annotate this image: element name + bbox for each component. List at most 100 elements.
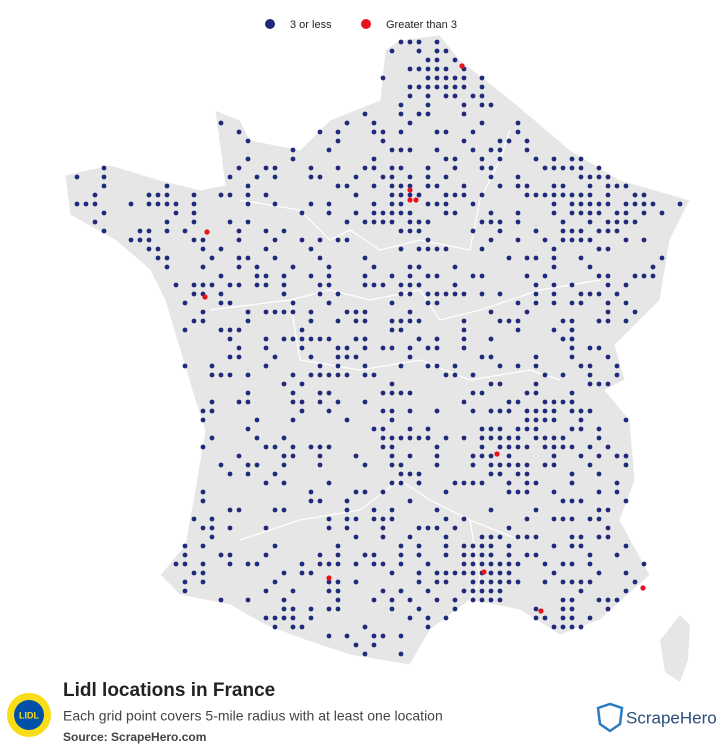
location-dot bbox=[515, 183, 521, 189]
location-dot bbox=[461, 588, 467, 594]
location-dot bbox=[353, 309, 359, 315]
location-dot bbox=[533, 408, 539, 414]
location-dot bbox=[569, 327, 575, 333]
source: Source: ScrapeHero.com bbox=[63, 730, 206, 744]
location-dot bbox=[479, 246, 485, 252]
location-dot bbox=[587, 462, 593, 468]
location-dot bbox=[200, 579, 206, 585]
location-dot bbox=[479, 192, 485, 198]
location-dot bbox=[533, 507, 539, 513]
location-dot bbox=[560, 597, 566, 603]
location-dot bbox=[578, 588, 584, 594]
location-dot bbox=[362, 345, 368, 351]
location-dot bbox=[578, 417, 584, 423]
location-dot bbox=[479, 165, 485, 171]
location-dot bbox=[362, 282, 368, 288]
location-dot bbox=[263, 273, 269, 279]
location-dot bbox=[497, 228, 503, 234]
location-dot bbox=[596, 516, 602, 522]
location-dot bbox=[281, 435, 287, 441]
location-dot bbox=[569, 156, 575, 162]
location-dot bbox=[515, 219, 521, 225]
location-dot bbox=[425, 363, 431, 369]
location-dot bbox=[506, 138, 512, 144]
location-dot bbox=[569, 606, 575, 612]
logo-inner bbox=[14, 700, 44, 730]
location-dot bbox=[353, 579, 359, 585]
location-dot bbox=[452, 210, 458, 216]
location-dot bbox=[524, 417, 530, 423]
location-dot bbox=[326, 390, 332, 396]
location-dot bbox=[524, 552, 530, 558]
location-dot bbox=[497, 183, 503, 189]
location-dot bbox=[407, 534, 413, 540]
location-dot bbox=[605, 606, 611, 612]
location-dot bbox=[596, 174, 602, 180]
location-dot bbox=[245, 561, 251, 567]
location-dot bbox=[281, 453, 287, 459]
location-dot bbox=[407, 453, 413, 459]
location-dot bbox=[353, 489, 359, 495]
location-dot bbox=[578, 165, 584, 171]
location-dot bbox=[299, 210, 305, 216]
location-dot bbox=[308, 201, 314, 207]
location-dot bbox=[290, 417, 296, 423]
location-dot bbox=[218, 462, 224, 468]
location-dot bbox=[326, 588, 332, 594]
location-dot bbox=[200, 543, 206, 549]
location-dot bbox=[605, 273, 611, 279]
location-dot bbox=[461, 561, 467, 567]
location-dot bbox=[236, 453, 242, 459]
location-dot bbox=[362, 255, 368, 261]
location-dot bbox=[236, 327, 242, 333]
location-dot bbox=[128, 201, 134, 207]
location-dot bbox=[623, 588, 629, 594]
location-dot bbox=[641, 237, 647, 243]
location-dot bbox=[461, 138, 467, 144]
location-dot bbox=[299, 336, 305, 342]
location-dot bbox=[209, 534, 215, 540]
location-dot-high bbox=[407, 187, 413, 193]
location-dot bbox=[362, 309, 368, 315]
location-dot bbox=[515, 327, 521, 333]
location-dot bbox=[605, 228, 611, 234]
location-dot bbox=[596, 210, 602, 216]
location-dot bbox=[92, 192, 98, 198]
location-dot bbox=[605, 309, 611, 315]
location-dot bbox=[353, 210, 359, 216]
location-dot bbox=[389, 606, 395, 612]
location-dot bbox=[569, 579, 575, 585]
location-dot bbox=[209, 363, 215, 369]
location-dot bbox=[380, 516, 386, 522]
location-dot bbox=[542, 237, 548, 243]
location-dot bbox=[614, 372, 620, 378]
location-dot bbox=[614, 552, 620, 558]
location-dot bbox=[479, 579, 485, 585]
location-dot bbox=[560, 516, 566, 522]
location-dot bbox=[569, 597, 575, 603]
location-dot bbox=[191, 282, 197, 288]
location-dot bbox=[335, 237, 341, 243]
location-dot bbox=[596, 273, 602, 279]
location-dot bbox=[380, 534, 386, 540]
location-dot bbox=[587, 615, 593, 621]
location-dot bbox=[434, 408, 440, 414]
location-dot bbox=[587, 201, 593, 207]
location-dot bbox=[218, 273, 224, 279]
location-dot bbox=[398, 543, 404, 549]
location-dot bbox=[569, 471, 575, 477]
location-dot bbox=[389, 435, 395, 441]
location-dot bbox=[416, 219, 422, 225]
location-dot bbox=[470, 480, 476, 486]
location-dot bbox=[317, 561, 323, 567]
location-dot bbox=[515, 120, 521, 126]
location-dot bbox=[434, 246, 440, 252]
location-dot bbox=[335, 138, 341, 144]
location-dot bbox=[245, 156, 251, 162]
location-dot bbox=[560, 624, 566, 630]
location-dot bbox=[632, 201, 638, 207]
location-dot bbox=[263, 480, 269, 486]
title: Lidl locations in France bbox=[63, 680, 275, 701]
subtitle: Each grid point covers 5-mile radius wit… bbox=[63, 708, 443, 724]
location-dot bbox=[272, 507, 278, 513]
